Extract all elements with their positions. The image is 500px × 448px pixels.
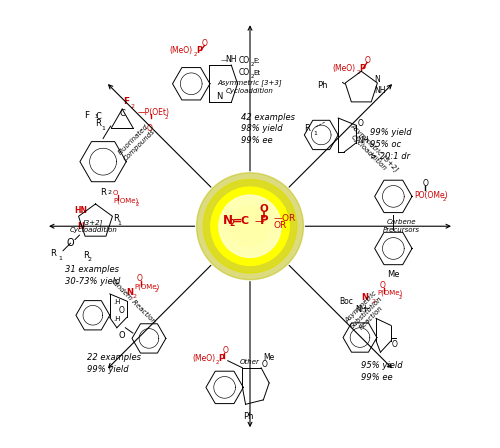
Text: C: C xyxy=(95,112,101,121)
Circle shape xyxy=(196,173,304,280)
Text: 31 examples
30-73% yield: 31 examples 30-73% yield xyxy=(65,265,120,286)
Text: E:: E: xyxy=(253,59,260,65)
Text: 3: 3 xyxy=(94,114,98,119)
Text: NH: NH xyxy=(356,305,367,314)
Text: 2: 2 xyxy=(251,74,254,79)
Text: Tandem Reaction: Tandem Reaction xyxy=(109,277,156,324)
Text: (MeO): (MeO) xyxy=(192,354,215,363)
Text: P(OMe): P(OMe) xyxy=(114,197,138,204)
Text: 95% yield
99% ee: 95% yield 99% ee xyxy=(362,361,403,382)
Text: N: N xyxy=(222,215,232,228)
Text: Asymmetric [3+2]
Cycloaddition: Asymmetric [3+2] Cycloaddition xyxy=(344,122,400,178)
Text: Me: Me xyxy=(387,270,400,279)
Text: O: O xyxy=(66,238,74,248)
Text: Other: Other xyxy=(240,359,260,365)
Text: 2: 2 xyxy=(398,295,402,300)
Text: 2: 2 xyxy=(251,62,254,67)
Text: 2: 2 xyxy=(154,288,158,293)
Text: [3+2]
Cycloaddition: [3+2] Cycloaddition xyxy=(70,219,117,233)
Text: O: O xyxy=(364,56,370,65)
Text: O: O xyxy=(118,331,126,340)
Text: 2: 2 xyxy=(372,299,376,304)
Text: F: F xyxy=(122,98,129,107)
Text: 2: 2 xyxy=(130,104,134,109)
Text: (MeO): (MeO) xyxy=(170,46,193,55)
Text: —OR: —OR xyxy=(273,214,295,223)
Text: 2: 2 xyxy=(164,115,168,120)
Text: HN: HN xyxy=(74,206,87,215)
Text: O: O xyxy=(118,306,124,315)
Text: O: O xyxy=(137,274,143,283)
Text: O: O xyxy=(423,180,429,189)
Text: R: R xyxy=(304,124,310,133)
Text: —P(OEt): —P(OEt) xyxy=(138,108,170,117)
Text: R: R xyxy=(100,188,106,198)
Text: .H: .H xyxy=(114,316,121,322)
Text: O: O xyxy=(358,119,364,128)
Text: F: F xyxy=(84,111,89,121)
Text: Fluorinated
Compounds: Fluorinated Compounds xyxy=(117,123,156,162)
Text: O: O xyxy=(146,124,152,133)
Text: Et: Et xyxy=(253,70,260,76)
Text: 2: 2 xyxy=(108,190,112,195)
Text: O: O xyxy=(222,346,228,355)
Circle shape xyxy=(219,195,281,258)
Text: Asymmetric
Substitution
Reaction: Asymmetric Substitution Reaction xyxy=(344,290,389,335)
Text: C: C xyxy=(120,109,125,118)
Text: 2: 2 xyxy=(357,69,360,74)
Text: P: P xyxy=(360,64,366,73)
Text: Ph: Ph xyxy=(244,412,254,421)
Text: 2: 2 xyxy=(194,52,198,57)
Text: NH: NH xyxy=(358,136,369,145)
Text: 1: 1 xyxy=(313,130,317,135)
Text: —: — xyxy=(254,216,264,226)
Text: NH: NH xyxy=(225,55,236,64)
Text: 99% yield
95% oc
> 20:1 dr: 99% yield 95% oc > 20:1 dr xyxy=(370,128,412,161)
Text: Asymmetric [3+3]
Cycloaddition: Asymmetric [3+3] Cycloaddition xyxy=(218,79,282,94)
Text: 2: 2 xyxy=(442,197,446,202)
Text: P(OMe): P(OMe) xyxy=(377,290,402,296)
Text: O: O xyxy=(380,281,385,290)
Text: 2: 2 xyxy=(88,258,92,263)
Text: 2: 2 xyxy=(132,294,136,299)
Text: =: = xyxy=(233,216,242,226)
Text: P: P xyxy=(196,46,202,55)
Text: O: O xyxy=(112,190,118,196)
Text: 1: 1 xyxy=(58,256,62,261)
Text: O: O xyxy=(261,360,267,369)
Text: R: R xyxy=(95,119,101,128)
Text: N: N xyxy=(126,288,134,297)
Text: Boc: Boc xyxy=(339,297,353,306)
Text: R: R xyxy=(50,250,56,258)
Text: O: O xyxy=(392,340,398,349)
Text: OR: OR xyxy=(273,221,286,230)
Text: .H: .H xyxy=(114,299,121,305)
Text: NH: NH xyxy=(374,86,386,95)
Text: R: R xyxy=(83,251,89,260)
Text: C: C xyxy=(240,216,248,226)
Text: N: N xyxy=(374,75,380,84)
Circle shape xyxy=(211,187,289,265)
Text: (MeO): (MeO) xyxy=(332,64,355,73)
Text: 2: 2 xyxy=(136,202,139,207)
Text: 2: 2 xyxy=(216,360,219,365)
Text: N: N xyxy=(361,293,368,302)
Text: P: P xyxy=(218,354,224,363)
Circle shape xyxy=(204,180,296,273)
Circle shape xyxy=(230,206,270,246)
Text: P: P xyxy=(260,215,268,228)
Text: Carbene
Precursors: Carbene Precursors xyxy=(382,220,420,233)
Text: PO(OMe): PO(OMe) xyxy=(414,190,448,199)
Text: P(OMe): P(OMe) xyxy=(134,283,160,289)
Text: O: O xyxy=(202,39,207,48)
Text: O: O xyxy=(260,204,268,214)
Text: N: N xyxy=(77,222,84,231)
Text: Me: Me xyxy=(264,353,274,362)
Text: 2: 2 xyxy=(229,219,234,228)
Text: CO: CO xyxy=(239,56,250,65)
Text: N: N xyxy=(216,92,223,101)
Text: 1: 1 xyxy=(102,126,105,131)
Text: 42 examples
98% yield
99% ee: 42 examples 98% yield 99% ee xyxy=(241,113,295,145)
Text: 1: 1 xyxy=(118,221,122,226)
Text: 22 examples
99% yield: 22 examples 99% yield xyxy=(88,353,142,374)
